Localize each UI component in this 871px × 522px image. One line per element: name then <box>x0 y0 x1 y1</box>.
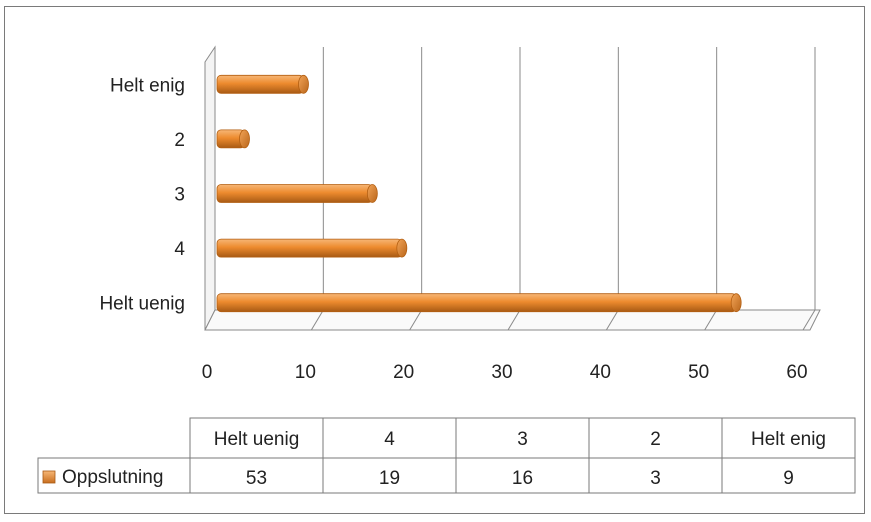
bar <box>216 184 373 203</box>
table-value: 3 <box>650 468 661 489</box>
table-value-cell <box>189 457 324 494</box>
legend-swatch <box>42 470 56 484</box>
table-value: 19 <box>379 468 400 489</box>
table-value: 9 <box>783 468 794 489</box>
table-header-label: Helt uenig <box>214 429 300 450</box>
x-tick-label: 50 <box>688 362 709 383</box>
data-table: Helt uenig 4 3 2 Helt enig Oppslutning 53 19 16 3… <box>37 417 856 494</box>
category-label: 3 <box>174 185 185 206</box>
x-tick-label: 20 <box>393 362 414 383</box>
table-series-cell <box>37 457 191 494</box>
table-header-label: 3 <box>517 429 528 450</box>
gridline-floor <box>409 309 423 331</box>
x-tick-label: 60 <box>786 362 807 383</box>
table-header-cell <box>455 417 590 459</box>
legend-series-name: Oppslutning <box>62 467 163 488</box>
table-value-cell <box>588 457 723 494</box>
table-header-label: Helt enig <box>751 429 826 450</box>
category-label: Helt enig <box>110 75 185 96</box>
x-tick-label: 40 <box>590 362 611 383</box>
gridlines <box>204 45 821 331</box>
table-value-cell <box>721 457 856 494</box>
gridline-floor <box>507 309 521 331</box>
bar-cap <box>366 184 378 203</box>
table-header-cell <box>721 417 856 459</box>
table-value-cell <box>322 457 457 494</box>
table-value: 53 <box>246 468 267 489</box>
bar-cap <box>298 74 309 94</box>
gridline-floor <box>704 309 718 331</box>
category-labels: Helt uenig 4 3 2 Helt enig <box>99 75 185 314</box>
table-header-cell <box>588 417 723 459</box>
bar <box>216 74 304 94</box>
bar <box>216 293 737 313</box>
category-label: 4 <box>174 239 185 260</box>
gridline-floor <box>310 309 324 331</box>
x-axis-ticks: 0 10 20 30 40 50 60 <box>202 362 808 383</box>
table-value: 16 <box>512 468 533 489</box>
gridline-floor <box>802 309 816 331</box>
table-value-cell <box>455 457 590 494</box>
x-tick-label: 30 <box>491 362 512 383</box>
table-header-label: 2 <box>650 429 661 450</box>
bar-cap <box>239 129 250 149</box>
bar <box>216 238 403 258</box>
bars <box>216 74 742 313</box>
gridline-floor <box>605 309 619 331</box>
bar-cap <box>730 293 742 313</box>
category-label: Helt uenig <box>99 294 185 315</box>
table-header-cell <box>322 417 457 459</box>
x-tick-label: 0 <box>202 362 213 383</box>
x-tick-label: 10 <box>295 362 316 383</box>
floor <box>204 309 821 331</box>
bar-cap <box>396 238 408 258</box>
category-label: 2 <box>174 130 185 151</box>
side-wall <box>204 45 216 331</box>
table-header-label: 4 <box>384 429 395 450</box>
